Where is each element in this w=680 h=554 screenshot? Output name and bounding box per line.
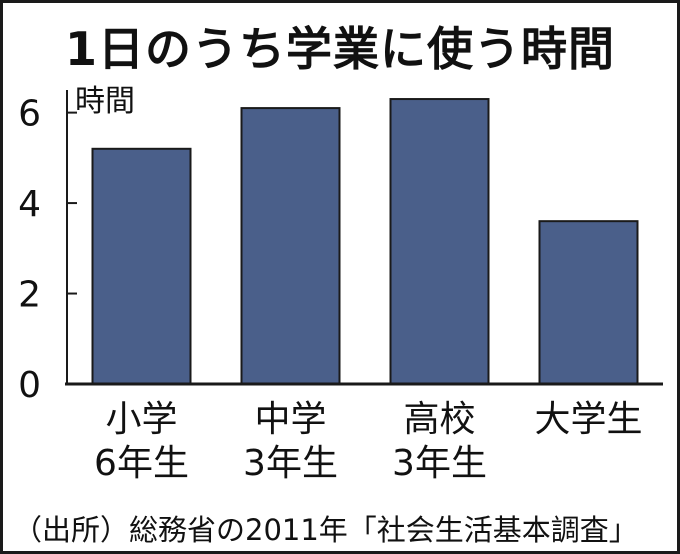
y-tick-label: 4 bbox=[18, 184, 41, 225]
y-tick-label: 2 bbox=[18, 275, 41, 316]
bar bbox=[389, 98, 490, 386]
chart-title: 1日のうち学業に使う時間 bbox=[64, 22, 615, 76]
x-tick-label: 中学 3年生 bbox=[243, 399, 338, 484]
x-tick-label: 高校 3年生 bbox=[392, 399, 487, 484]
bar bbox=[538, 220, 639, 385]
y-axis-label: 時間 bbox=[75, 84, 135, 119]
x-tick-label: 大学生 bbox=[534, 399, 642, 440]
bar bbox=[91, 147, 192, 385]
bar bbox=[240, 107, 341, 385]
x-tick-label: 小学 6年生 bbox=[94, 399, 189, 484]
y-tick-label: 6 bbox=[18, 94, 41, 135]
y-tick-label: 0 bbox=[18, 365, 41, 406]
source-note: （出所）総務省の2011年「社会生活基本調査」 bbox=[13, 513, 638, 547]
